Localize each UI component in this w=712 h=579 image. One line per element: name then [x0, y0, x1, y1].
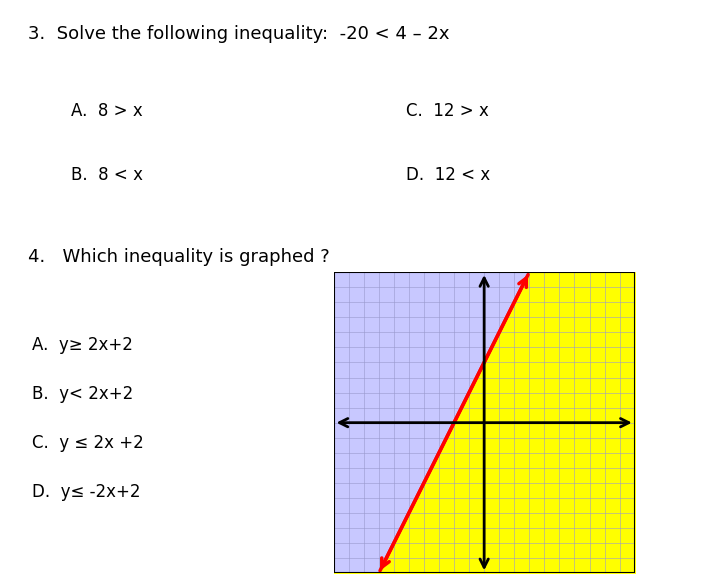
Text: D.  12 < x: D. 12 < x — [406, 166, 490, 184]
Text: C.  12 > x: C. 12 > x — [406, 102, 488, 120]
Text: D.  y≤ -2x+2: D. y≤ -2x+2 — [31, 483, 140, 501]
Text: A.  y≥ 2x+2: A. y≥ 2x+2 — [31, 336, 132, 354]
Text: B.  y< 2x+2: B. y< 2x+2 — [31, 385, 133, 403]
Text: B.  8 < x: B. 8 < x — [71, 166, 143, 184]
Text: A.  8 > x: A. 8 > x — [71, 102, 143, 120]
Text: 3.  Solve the following inequality:  -20 < 4 – 2x: 3. Solve the following inequality: -20 <… — [28, 25, 450, 43]
Text: 4.   Which inequality is graphed ?: 4. Which inequality is graphed ? — [28, 248, 330, 266]
Text: C.  y ≤ 2x +2: C. y ≤ 2x +2 — [31, 434, 143, 452]
